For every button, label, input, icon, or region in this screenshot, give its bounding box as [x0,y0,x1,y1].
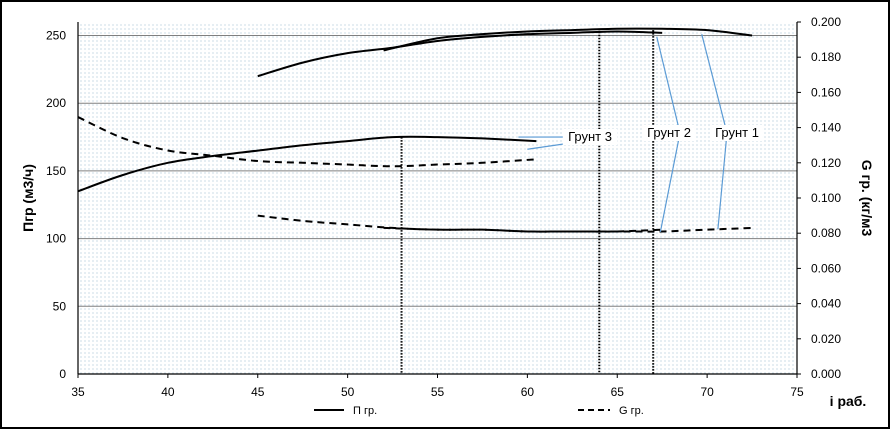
y2-tick-label: 0.020 [811,332,841,346]
annotation-label: Грунт 2 [647,125,691,140]
y2-tick-label: 0.200 [811,15,841,29]
x-tick-label: 70 [700,385,714,399]
y-tick-label: 0 [59,367,66,381]
x-axis-title: i раб. [830,393,867,409]
y-tick-label: 150 [46,164,66,178]
y-tick-label: 200 [46,96,66,110]
y2-tick-label: 0.040 [811,297,841,311]
y-tick-label: 50 [53,299,67,313]
y2-tick-label: 0.120 [811,156,841,170]
y2-tick-label: 0.060 [811,261,841,275]
annotation-label: Грунт 3 [568,129,612,144]
plot-area [78,22,797,374]
x-tick-label: 50 [341,385,355,399]
y2-tick-label: 0.160 [811,85,841,99]
y-axis-title: Пгр (м3/ч) [20,164,36,232]
y-tick-label: 250 [46,29,66,43]
x-tick-label: 40 [161,385,175,399]
x-tick-label: 75 [790,385,804,399]
y2-tick-label: 0.000 [811,367,841,381]
y2-tick-label: 0.140 [811,121,841,135]
y2-tick-label: 0.100 [811,191,841,205]
x-tick-label: 45 [251,385,265,399]
y2-axis-title: G гр. (кг/м3 [859,160,875,237]
annotation-label: Грунт 1 [715,125,759,140]
legend-label-p: П гр. [353,405,377,417]
legend-label-g: G гр. [619,405,644,417]
y-tick-label: 100 [46,232,66,246]
x-tick-label: 35 [71,385,85,399]
x-tick-label: 60 [521,385,535,399]
y2-tick-label: 0.080 [811,226,841,240]
x-tick-label: 65 [611,385,625,399]
y2-tick-label: 0.180 [811,50,841,64]
x-tick-label: 55 [431,385,445,399]
